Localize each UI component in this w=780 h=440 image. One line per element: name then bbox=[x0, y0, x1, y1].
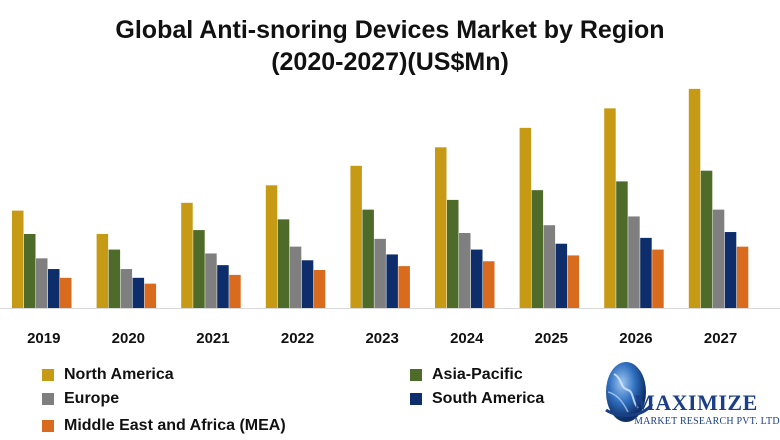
bar bbox=[483, 261, 495, 308]
bar bbox=[313, 270, 326, 308]
bar bbox=[12, 210, 24, 308]
bar bbox=[181, 202, 193, 308]
bar bbox=[217, 265, 229, 308]
bar bbox=[471, 249, 483, 308]
bar bbox=[604, 108, 616, 308]
globe-icon bbox=[605, 362, 654, 422]
bar bbox=[193, 230, 205, 308]
bar bbox=[277, 219, 290, 308]
x-tick-label: 2027 bbox=[704, 330, 737, 347]
bar bbox=[350, 165, 362, 308]
company-logo: MAXIMIZE MARKET RESEARCH PVT. LTD. bbox=[598, 352, 780, 438]
bar bbox=[205, 253, 217, 308]
bar bbox=[132, 277, 145, 308]
bar bbox=[48, 269, 60, 308]
x-tick-label: 2019 bbox=[27, 330, 60, 347]
bar bbox=[301, 260, 314, 308]
chart-title: Global Anti-snoring Devices Market by Re… bbox=[0, 14, 780, 78]
bar bbox=[567, 255, 580, 308]
bar bbox=[724, 232, 737, 308]
bar bbox=[386, 254, 398, 308]
bar bbox=[640, 237, 652, 308]
bar bbox=[362, 209, 374, 308]
legend-label: South America bbox=[432, 390, 545, 407]
chart-title-line-1: Global Anti-snoring Devices Market by Re… bbox=[115, 16, 665, 44]
legend-label: North America bbox=[64, 366, 174, 383]
bar bbox=[120, 269, 133, 308]
legend-swatch bbox=[410, 393, 422, 405]
legend-item-asia-pacific: Asia-Pacific bbox=[410, 366, 523, 384]
bar bbox=[688, 88, 701, 309]
bar bbox=[374, 238, 386, 308]
bar bbox=[736, 246, 749, 308]
legend-label: Asia-Pacific bbox=[432, 366, 523, 383]
bar bbox=[229, 274, 241, 308]
bar bbox=[543, 225, 556, 308]
chart-title-line-2: (2020-2027)(US$Mn) bbox=[271, 48, 509, 76]
bar bbox=[398, 266, 410, 308]
bar bbox=[447, 199, 459, 308]
bar bbox=[712, 209, 725, 308]
bar bbox=[628, 216, 640, 308]
bar bbox=[700, 170, 713, 308]
legend-item-south-america: South America bbox=[410, 390, 544, 408]
x-tick-label: 2026 bbox=[619, 330, 652, 347]
bar bbox=[459, 233, 471, 308]
legend: North America Asia-Pacific Europe South … bbox=[40, 360, 600, 440]
bar bbox=[96, 233, 109, 308]
legend-swatch bbox=[42, 393, 54, 405]
bar bbox=[265, 185, 278, 308]
x-tick-label: 2024 bbox=[450, 330, 484, 347]
x-tick-label: 2023 bbox=[365, 330, 398, 347]
legend-swatch bbox=[42, 369, 54, 381]
legend-swatch bbox=[42, 420, 54, 432]
x-tick-label: 2025 bbox=[535, 330, 568, 347]
bar bbox=[616, 181, 628, 308]
bar bbox=[519, 127, 532, 308]
legend-item-north-america: North America bbox=[42, 366, 174, 384]
logo-name: MAXIMIZE bbox=[634, 390, 758, 415]
bar bbox=[652, 249, 664, 308]
bar bbox=[60, 277, 72, 308]
x-tick-label: 2020 bbox=[112, 330, 145, 347]
bar bbox=[289, 246, 302, 308]
legend-swatch bbox=[410, 369, 422, 381]
legend-item-europe: Europe bbox=[42, 390, 119, 408]
bar bbox=[531, 190, 544, 308]
bar bbox=[36, 258, 48, 308]
bar bbox=[24, 233, 36, 308]
x-tick-label: 2021 bbox=[196, 330, 229, 347]
x-tick-label: 2022 bbox=[281, 330, 314, 347]
legend-label: Middle East and Africa (MEA) bbox=[64, 417, 286, 434]
bar bbox=[144, 283, 157, 308]
bar bbox=[435, 147, 447, 308]
logo-subtitle: MARKET RESEARCH PVT. LTD. bbox=[634, 416, 780, 427]
legend-label: Europe bbox=[64, 390, 120, 407]
bar bbox=[108, 249, 121, 308]
legend-item-mea: Middle East and Africa (MEA) bbox=[42, 417, 286, 435]
bar bbox=[555, 243, 568, 308]
